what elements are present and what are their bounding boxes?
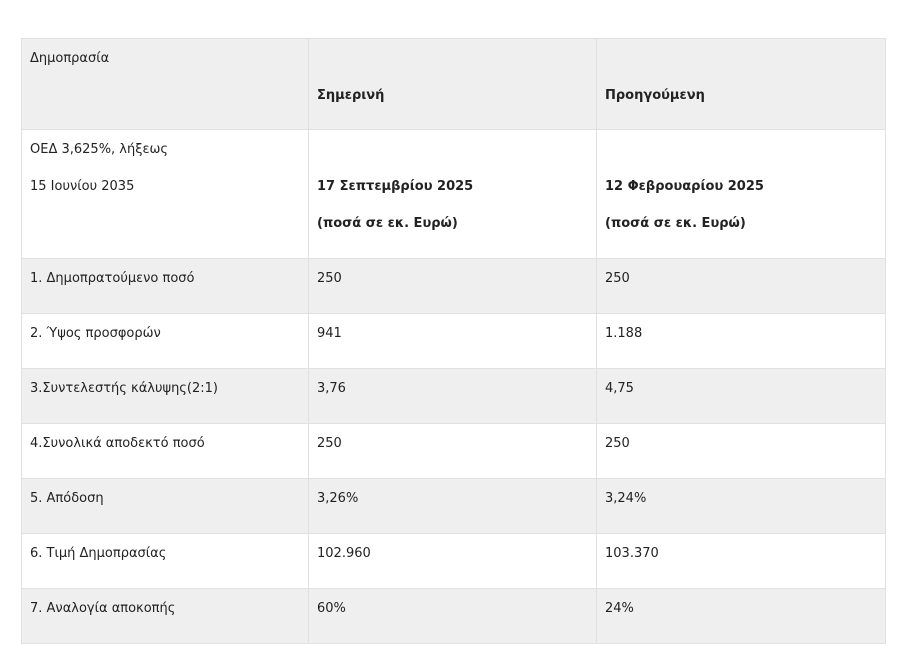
- row-label: 6. Τιμή Δημοπρασίας: [30, 546, 167, 561]
- row-current-value: 3,76: [317, 381, 346, 396]
- row-current-cell: 941: [308, 313, 597, 369]
- row-current-value: 102.960: [317, 546, 371, 561]
- row-previous-value: 3,24%: [605, 491, 647, 506]
- row-current-cell: 250: [308, 423, 597, 479]
- row-previous-value: 103.370: [605, 546, 659, 561]
- previous-units-note: (ποσά σε εκ. Ευρώ): [605, 216, 746, 231]
- row-current-value: 3,26%: [317, 491, 359, 506]
- row-current-value: 941: [317, 326, 342, 341]
- row-current-value: 60%: [317, 601, 346, 616]
- previous-auction-date: 12 Φεβρουαρίου 2025: [605, 179, 764, 194]
- subheader-cell-current: 17 Σεπτεμβρίου 2025 (ποσά σε εκ. Ευρώ): [308, 129, 597, 259]
- row-label: 3.Συντελεστής κάλυψης(2:1): [30, 381, 218, 396]
- row-label-cell: 6. Τιμή Δημοπρασίας: [21, 533, 309, 589]
- header-cell-previous: Προηγούμενη: [596, 38, 886, 130]
- row-previous-value: 250: [605, 271, 630, 286]
- bond-name: ΟΕΔ 3,625%, λήξεως: [30, 142, 169, 157]
- table-row: 1. Δημοπρατούμενο ποσό 250 250: [21, 258, 886, 314]
- subheader-cell-previous: 12 Φεβρουαρίου 2025 (ποσά σε εκ. Ευρώ): [596, 129, 886, 259]
- row-previous-value: 250: [605, 436, 630, 451]
- bond-maturity: 15 Ιουνίου 2035: [30, 179, 135, 194]
- row-current-cell: 250: [308, 258, 597, 314]
- table-header-row: Δημοπρασία Σημερινή Προηγούμενη: [21, 38, 886, 130]
- row-label-cell: 1. Δημοπρατούμενο ποσό: [21, 258, 309, 314]
- table-row: 7. Αναλογία αποκοπής 60% 24%: [21, 588, 886, 644]
- row-previous-cell: 4,75: [596, 368, 886, 424]
- row-previous-cell: 1.188: [596, 313, 886, 369]
- header-auction-label: Δημοπρασία: [30, 51, 110, 66]
- table-row: 6. Τιμή Δημοπρασίας 102.960 103.370: [21, 533, 886, 589]
- row-current-value: 250: [317, 271, 342, 286]
- table-row: 4.Συνολικά αποδεκτό ποσό 250 250: [21, 423, 886, 479]
- row-label-cell: 3.Συντελεστής κάλυψης(2:1): [21, 368, 309, 424]
- row-previous-cell: 250: [596, 258, 886, 314]
- row-current-cell: 60%: [308, 588, 597, 644]
- row-label: 2. Ύψος προσφορών: [30, 326, 161, 341]
- row-label-cell: 2. Ύψος προσφορών: [21, 313, 309, 369]
- table-row: 2. Ύψος προσφορών 941 1.188: [21, 313, 886, 369]
- table-subheader-row: ΟΕΔ 3,625%, λήξεως 15 Ιουνίου 2035 17 Σε…: [21, 129, 886, 259]
- row-label: 7. Αναλογία αποκοπής: [30, 601, 176, 616]
- row-label-cell: 7. Αναλογία αποκοπής: [21, 588, 309, 644]
- table-row: 3.Συντελεστής κάλυψης(2:1) 3,76 4,75: [21, 368, 886, 424]
- row-previous-value: 4,75: [605, 381, 634, 396]
- current-units-note: (ποσά σε εκ. Ευρώ): [317, 216, 458, 231]
- row-previous-cell: 3,24%: [596, 478, 886, 534]
- row-label-cell: 4.Συνολικά αποδεκτό ποσό: [21, 423, 309, 479]
- row-current-cell: 3,26%: [308, 478, 597, 534]
- current-auction-date: 17 Σεπτεμβρίου 2025: [317, 179, 474, 194]
- header-cell-current: Σημερινή: [308, 38, 597, 130]
- row-label-cell: 5. Απόδοση: [21, 478, 309, 534]
- row-previous-cell: 103.370: [596, 533, 886, 589]
- table-row: 5. Απόδοση 3,26% 3,24%: [21, 478, 886, 534]
- row-label: 5. Απόδοση: [30, 491, 104, 506]
- row-previous-cell: 24%: [596, 588, 886, 644]
- row-current-cell: 102.960: [308, 533, 597, 589]
- header-previous-label: Προηγούμενη: [605, 88, 705, 103]
- row-previous-value: 1.188: [605, 326, 643, 341]
- row-previous-cell: 250: [596, 423, 886, 479]
- auction-results-table-container: Δημοπρασία Σημερινή Προηγούμενη ΟΕΔ 3,62…: [21, 38, 886, 644]
- header-cell-auction: Δημοπρασία: [21, 38, 309, 130]
- row-current-cell: 3,76: [308, 368, 597, 424]
- header-current-label: Σημερινή: [317, 88, 385, 103]
- row-label: 4.Συνολικά αποδεκτό ποσό: [30, 436, 205, 451]
- auction-results-table: Δημοπρασία Σημερινή Προηγούμενη ΟΕΔ 3,62…: [21, 38, 886, 644]
- subheader-cell-bond: ΟΕΔ 3,625%, λήξεως 15 Ιουνίου 2035: [21, 129, 309, 259]
- row-previous-value: 24%: [605, 601, 634, 616]
- row-current-value: 250: [317, 436, 342, 451]
- row-label: 1. Δημοπρατούμενο ποσό: [30, 271, 195, 286]
